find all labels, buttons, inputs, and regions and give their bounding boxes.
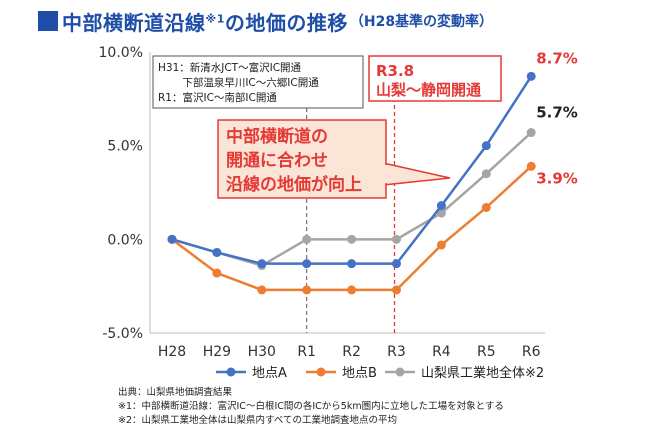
data-point [436, 240, 446, 250]
chart-title: 中部横断道沿線※1の地価の推移 （H28基準の変動率） [38, 6, 493, 36]
x-tick-label: R1 [297, 344, 316, 360]
x-tick-label: R5 [477, 344, 496, 360]
note-line-1: H31：新清水JCT～富沢IC開通 [158, 61, 302, 74]
data-point [481, 141, 491, 151]
title-main: 中部横断道沿線※1の地価の推移 [62, 10, 348, 35]
r38-label-frame [368, 55, 502, 102]
r38-label-line2: 山梨～静岡開通 [376, 81, 481, 99]
data-point [392, 234, 401, 244]
end-value-label: 5.7% [536, 104, 578, 122]
chart-series [167, 71, 536, 295]
r38-label-box: R3.8 山梨～静岡開通 [368, 55, 502, 102]
callout-pointer [382, 162, 451, 186]
data-point [436, 208, 446, 218]
y-tick-label: -5.0% [102, 326, 143, 342]
title-footnote-mark: ※1 [205, 11, 225, 25]
x-tick-label: H29 [203, 344, 231, 360]
data-point [302, 259, 312, 269]
data-point [436, 201, 446, 211]
footer-note-2: ※2：山梨県工業地全体は山梨県内すべての工業地調査地点の平均 [118, 415, 397, 426]
footer-note-1: ※1：中部横断道沿線：富沢IC～白根IC間の各ICから5km圏内に立地した工場を… [118, 401, 504, 412]
legend-label: 地点A [252, 366, 287, 381]
callout-line-3: 沿線の地価が向上 [226, 174, 362, 195]
y-tick-label: 0.0% [107, 232, 143, 248]
data-point [302, 285, 312, 295]
r38-label-line1: R3.8 [376, 62, 414, 80]
data-point [526, 71, 536, 81]
legend-swatch-marker [226, 367, 236, 377]
legend-label: 山梨県工業地全体※2 [421, 365, 544, 381]
data-point [302, 234, 312, 244]
legend-label: 地点B [342, 366, 377, 381]
x-tick-label: H28 [158, 344, 186, 360]
x-tick-label: R3 [387, 344, 406, 360]
y-tick-label: 10.0% [99, 45, 143, 61]
end-labels: 8.7% 3.9% 5.7% [536, 49, 578, 187]
chart-axes: -5.0% 0.0% 5.0% 10.0% H28 H29 H30 R1 R2 R3 R4 R5 R6 [99, 45, 545, 360]
data-point [212, 247, 222, 257]
data-point [392, 259, 401, 269]
data-point [347, 234, 357, 244]
legend-swatch-marker [395, 367, 405, 377]
callout-line-2: 開通に合わせ [226, 150, 328, 171]
y-tick-label: 5.0% [107, 139, 143, 155]
footer-source: 出典：山梨県地価調査結果 [118, 387, 233, 398]
end-value-label: 3.9% [536, 169, 578, 187]
footer-notes: 出典：山梨県地価調査結果 ※1：中部横断道沿線：富沢IC～白根IC間の各ICから… [118, 386, 504, 428]
data-point [167, 234, 177, 244]
data-point [481, 169, 491, 179]
data-point [526, 128, 536, 138]
data-point [257, 259, 267, 269]
callout-line-1: 中部横断道の [226, 126, 328, 147]
end-value-label: 8.7% [536, 49, 578, 67]
note-line-3: R1：富沢IC～南部IC開通 [158, 91, 277, 104]
x-tick-label: R6 [522, 344, 541, 360]
legend-swatch-marker [316, 367, 326, 377]
note-box-frame [152, 55, 364, 109]
data-point [212, 268, 222, 278]
title-square-marker [38, 11, 58, 31]
note-line-2: 下部温泉早川IC～六郷IC開通 [158, 76, 319, 89]
x-tick-label: R2 [342, 344, 361, 360]
x-tick-label: H30 [248, 344, 276, 360]
data-point [257, 285, 267, 295]
note-box: H31：新清水JCT～富沢IC開通 下部温泉早川IC～六郷IC開通 R1：富沢I… [152, 55, 364, 109]
callout-pointer-join [381, 165, 387, 183]
data-point [347, 285, 357, 295]
callout-frame [217, 119, 387, 199]
chart-legend: 地点A 地点B 山梨県工業地全体※2 [216, 365, 544, 381]
title-subtitle: （H28基準の変動率） [349, 14, 494, 30]
x-tick-label: R4 [432, 344, 451, 360]
data-point [526, 161, 536, 171]
data-point [347, 259, 357, 269]
data-point [481, 202, 491, 212]
callout-bubble: 中部横断道の 開通に合わせ 沿線の地価が向上 [217, 119, 451, 199]
data-point [392, 285, 401, 295]
